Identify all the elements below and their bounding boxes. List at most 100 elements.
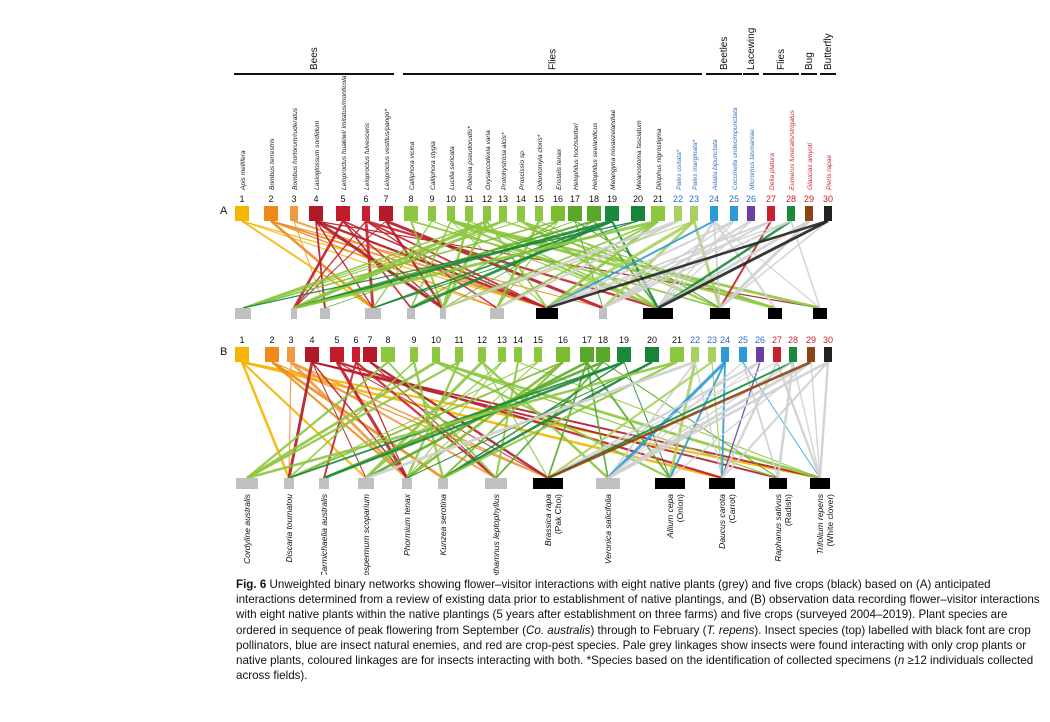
caption-text-2: ) through to February ( [590,623,707,637]
insect-bar-B-28 [789,347,797,362]
link-A-23-8 [546,219,695,310]
link-A-28-10 [657,219,792,310]
insect-number-A-23: 23 [689,194,699,204]
insect-bar-B-23 [708,347,716,362]
insect-bar-B-17 [580,347,594,362]
link-B-29-8 [547,360,812,480]
insect-name-2: Bombus terrestris [269,138,276,190]
insect-number-A-17: 17 [570,194,580,204]
insect-bar-A-21 [651,206,665,221]
group-label-1: Flies [548,49,559,70]
insect-bar-A-26 [747,206,755,221]
insect-number-A-4: 4 [313,194,318,204]
insect-name-19: Melangyna novaezelandiae [610,109,617,190]
insect-number-B-12: 12 [477,335,487,345]
plant-common-name-13: (White clover) [825,494,835,547]
link-A-24-8 [546,220,715,309]
link-B-26-8 [547,361,761,479]
insect-bar-A-15 [535,206,543,221]
plant-name-10: Allium cepa [665,494,675,539]
insect-name-13: Protohystricia alcis* [501,132,508,190]
plant-bar-B-5 [402,478,412,489]
insect-bar-B-30 [824,347,832,362]
insect-number-B-15: 15 [533,335,543,345]
insect-number-B-23: 23 [707,335,717,345]
insect-name-22: Pales usitata* [676,149,683,190]
link-A-22-6 [442,219,679,310]
insect-bar-B-21 [670,347,684,362]
insect-number-A-14: 14 [516,194,526,204]
link-B-29-13 [810,361,821,479]
insect-bar-A-1 [235,206,249,221]
link-A-23-9 [602,220,695,309]
insect-name-15: Odontomyia cloris* [537,134,544,190]
insect-name-25: Coccinella undecimpunctata [732,107,739,190]
plant-bar-A-10 [643,308,673,319]
plant-name-13: Trifolium repens [815,493,825,554]
link-A-16-7 [496,220,559,309]
insect-name-21: Dilophus nigrostigma [656,128,663,190]
insect-number-B-25: 25 [738,335,748,345]
plant-name-12: Raphanus sativus [773,493,783,561]
insect-name-11: Pollenia pseudorudis* [467,126,474,190]
link-B-2-8 [271,361,549,479]
plant-bar-B-6 [438,478,448,489]
plant-name-9: Veronica salicifolia [603,494,613,564]
insect-name-18: Helophilus seelandicus [592,122,599,190]
insect-bar-A-19 [605,206,619,221]
insect-name-17: Helophilus hochstetteri [573,123,580,190]
insect-name-6: Leioproctus fulvescens [364,122,371,190]
insect-number-B-6: 6 [353,335,358,345]
link-A-6-4 [364,220,375,309]
insect-bar-B-5 [330,347,344,362]
plant-bar-A-8 [536,308,558,319]
insect-number-A-18: 18 [589,194,599,204]
insect-bar-A-2 [264,206,278,221]
insect-number-A-6: 6 [363,194,368,204]
insect-bar-B-16 [556,347,570,362]
insect-number-B-13: 13 [497,335,507,345]
insect-name-26: Micromus tasmaniae [749,129,756,190]
insect-number-B-2: 2 [269,335,274,345]
insect-bar-A-23 [690,206,698,221]
plant-bar-A-2 [291,308,297,319]
link-B-4-13 [311,361,821,479]
link-B-22-9 [607,361,696,479]
link-A-21-2 [293,219,659,310]
plant-name-11: Daucus carota [717,494,727,549]
insect-bar-A-9 [428,206,436,221]
insect-number-B-30: 30 [823,335,833,345]
insect-number-B-3: 3 [288,335,293,345]
insect-bar-A-29 [805,206,813,221]
insect-bar-B-19 [617,347,631,362]
link-A-26-9 [602,220,752,309]
plant-bar-B-3 [319,478,329,489]
insect-number-A-2: 2 [268,194,273,204]
insect-number-A-13: 13 [498,194,508,204]
link-B-22-4 [365,360,696,480]
insect-number-B-27: 27 [772,335,782,345]
caption-t-repens: T. repens [706,623,755,637]
network-marks [234,73,836,489]
insect-number-B-29: 29 [806,335,816,345]
link-B-10-1 [246,360,437,480]
link-A-24-11 [713,220,721,309]
insect-name-29: Glaucias amyoti [807,143,814,190]
group-label-3: Lacewing [746,28,757,70]
insect-bar-B-20 [645,347,659,362]
link-B-27-8 [547,361,778,479]
insect-bar-B-9 [410,347,418,362]
insect-number-B-20: 20 [647,335,657,345]
link-A-4-4 [315,220,374,309]
insect-name-7: Leioproctus vestitus/pango* [384,109,391,190]
group-label-5: Bug [804,52,815,70]
insect-number-B-8: 8 [385,335,390,345]
link-B-3-2 [288,361,292,479]
link-B-19-3 [323,360,625,480]
insect-bar-A-22 [674,206,682,221]
link-A-22-7 [496,219,679,310]
link-B-3-8 [290,361,549,479]
link-A-19-10 [610,220,660,309]
insect-number-A-20: 20 [633,194,643,204]
insect-name-27: Delia platura [769,153,776,190]
